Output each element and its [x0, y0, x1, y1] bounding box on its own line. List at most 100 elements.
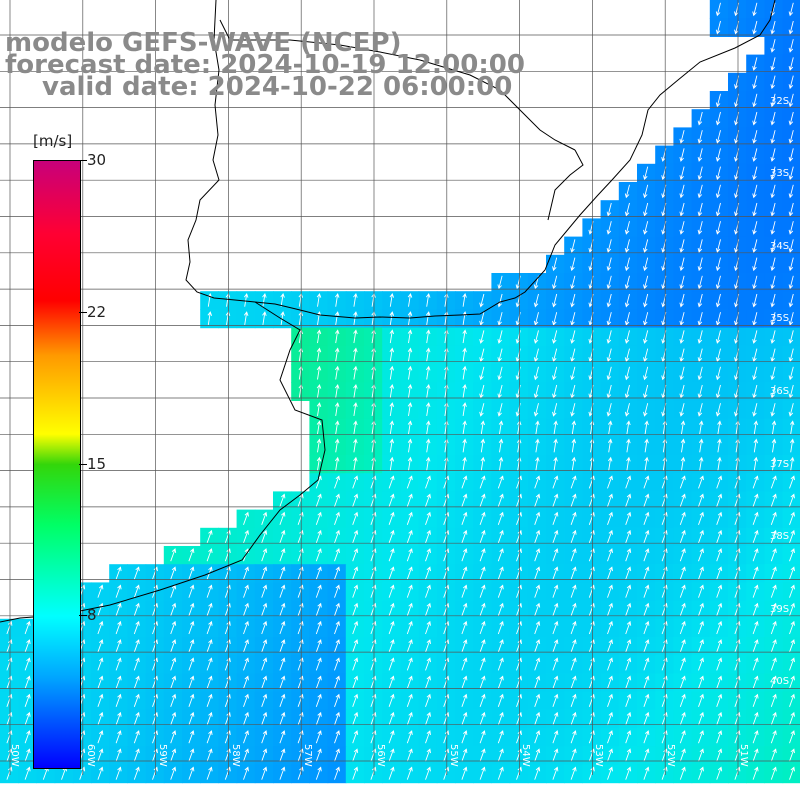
wind-arrow — [789, 438, 795, 453]
wind-arrow — [406, 675, 413, 689]
wind-arrow — [188, 711, 195, 726]
wind-arrow — [788, 57, 794, 71]
wind-arrow — [606, 403, 612, 417]
colorbar-tick-mark — [79, 464, 87, 465]
wind-arrow — [353, 456, 358, 471]
colorbar-tick-mark — [79, 312, 87, 313]
wind-arrow — [461, 620, 468, 635]
wind-arrow — [788, 221, 794, 235]
wind-arrow — [279, 529, 286, 544]
wind-arrow — [789, 730, 795, 744]
lon-label: 56W — [375, 744, 386, 767]
wind-arrow — [716, 639, 723, 653]
wind-arrow — [661, 493, 668, 507]
wind-arrow — [133, 657, 140, 671]
wind-arrow — [697, 166, 703, 181]
wind-arrow — [789, 548, 795, 562]
wind-arrow — [461, 639, 468, 653]
wind-arrow — [334, 584, 340, 598]
wind-arrow — [443, 475, 450, 489]
wind-arrow — [115, 584, 122, 598]
wind-arrow — [552, 566, 559, 580]
wind-arrow — [243, 657, 249, 671]
wind-arrow — [261, 730, 268, 744]
wind-arrow — [353, 292, 358, 307]
wind-arrow — [788, 403, 794, 417]
wind-arrow — [316, 420, 322, 435]
wind-arrow — [443, 602, 450, 616]
wind-arrow — [461, 748, 468, 762]
wind-arrow — [607, 438, 613, 453]
wind-arrow — [334, 766, 340, 780]
wind-arrow — [115, 657, 122, 671]
wind-arrow — [607, 511, 613, 525]
wind-arrow — [788, 330, 794, 344]
wind-arrow — [788, 2, 794, 17]
wind-arrow — [552, 384, 558, 399]
wind-arrow — [770, 366, 776, 381]
wind-arrow — [625, 657, 632, 671]
wind-arrow — [752, 620, 759, 635]
wind-arrow — [643, 312, 649, 326]
wind-arrow — [407, 329, 413, 344]
wind-arrow — [625, 475, 632, 489]
wind-arrow — [770, 657, 777, 671]
wind-arrow — [533, 403, 539, 417]
wind-arrow — [370, 475, 377, 489]
wind-arrow — [607, 566, 613, 580]
wind-arrow — [188, 639, 195, 653]
wind-arrow — [261, 657, 268, 671]
wind-arrow — [607, 693, 613, 707]
wind-arrow — [789, 693, 795, 707]
wind-arrow — [133, 566, 140, 580]
wind-arrow — [479, 584, 486, 598]
wind-arrow — [680, 438, 686, 453]
wind-arrow — [770, 93, 776, 108]
wind-arrow — [752, 675, 759, 689]
wind-arrow — [479, 675, 486, 689]
wind-arrow — [643, 693, 650, 707]
wind-arrow — [334, 511, 340, 525]
wind-arrow — [6, 675, 13, 689]
wind-arrow — [352, 693, 359, 707]
wind-arrow — [388, 602, 395, 616]
wind-arrow — [443, 511, 450, 525]
wind-arrow — [425, 693, 431, 707]
colorbar — [33, 160, 81, 769]
wind-arrow — [734, 566, 741, 580]
wind-arrow — [715, 257, 721, 272]
wind-arrow — [588, 475, 595, 489]
wind-arrow — [553, 456, 558, 471]
wind-arrow — [206, 548, 213, 562]
wind-arrow — [789, 711, 795, 726]
wind-arrow — [625, 766, 632, 780]
wind-arrow — [479, 293, 485, 308]
wind-arrow — [115, 566, 122, 580]
wind-arrow — [279, 675, 286, 689]
wind-arrow — [770, 493, 777, 507]
wind-arrow — [588, 584, 595, 598]
wind-arrow — [570, 511, 577, 525]
wind-arrow — [716, 584, 723, 598]
wind-arrow — [315, 711, 322, 726]
lat-lon-grid — [0, 0, 800, 775]
wind-arrow — [297, 511, 304, 525]
wind-arrow — [607, 493, 613, 507]
wind-arrow — [334, 438, 340, 453]
wind-arrow — [479, 330, 485, 344]
wind-arrow — [315, 639, 322, 653]
wind-arrow — [679, 221, 685, 235]
wind-arrow — [698, 639, 704, 653]
wind-arrows — [6, 2, 795, 780]
wind-arrow — [516, 639, 522, 653]
wind-arrow — [170, 748, 177, 762]
wind-arrow — [771, 420, 777, 435]
wind-arrow — [425, 493, 431, 507]
wind-arrow — [734, 529, 741, 544]
wind-arrow — [279, 730, 286, 744]
wind-arrow — [479, 529, 486, 544]
wind-arrow — [279, 693, 286, 707]
wind-arrow — [770, 403, 776, 417]
wind-arrow — [97, 675, 104, 689]
wind-arrow — [425, 420, 431, 435]
